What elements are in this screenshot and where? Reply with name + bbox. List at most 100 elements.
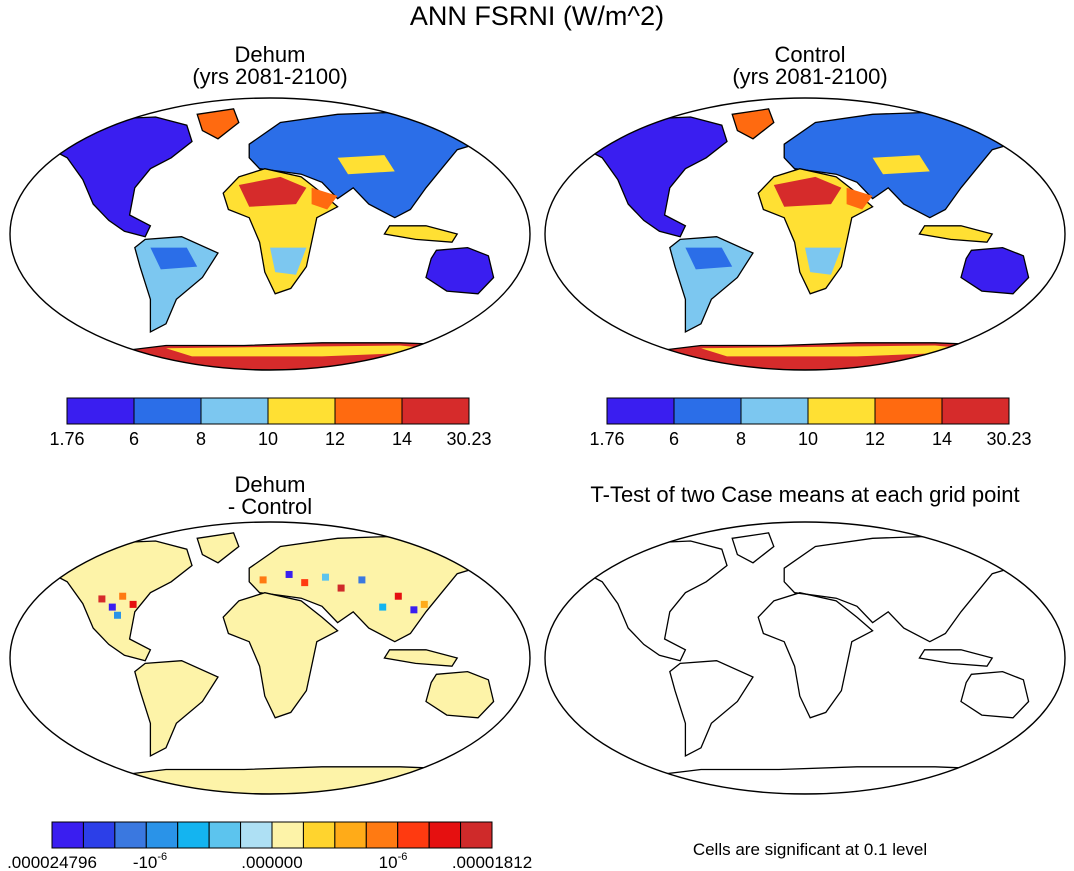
colorbar-dehum-tick-label: 14 <box>392 429 412 449</box>
map-dehum-greenland <box>196 108 240 140</box>
colorbar-dehum-tick-label: 6 <box>129 429 139 449</box>
colorbar-difference-swatch <box>82 821 116 849</box>
colorbar-difference-tick-label: 10-6 <box>379 851 408 871</box>
colorbar-difference-swatch <box>460 821 493 849</box>
map-difference-diff-cell <box>129 600 137 608</box>
map-control-patch-arabia <box>846 187 873 210</box>
significance-note: Cells are significant at 0.1 level <box>692 840 928 859</box>
panel-title-dehum: Dehum (yrs 2081-2100) <box>20 44 520 88</box>
map-difference-diff-cell <box>358 576 366 584</box>
map-ttest-maritime-continent <box>918 649 994 667</box>
colorbar-dehum-tick-label: 10 <box>258 429 278 449</box>
colorbar-control-tick-label: 1.76 <box>589 429 624 449</box>
colorbar-difference-tick-label: .000000 <box>241 853 302 871</box>
colorbar-difference-swatch <box>365 821 399 849</box>
colorbar-control-tick-label: 30.23 <box>986 429 1031 449</box>
colorbar-dehum-swatch <box>267 397 336 425</box>
map-difference-diff-cell <box>119 592 127 600</box>
colorbar-control-tick-label: 6 <box>669 429 679 449</box>
colorbar-dehum-swatch <box>200 397 269 425</box>
colorbar-difference-tick-exponent: -6 <box>398 851 408 863</box>
colorbar-difference-swatch <box>302 821 336 849</box>
map-dehum-south-america <box>134 236 219 333</box>
colorbar-dehum-swatch <box>66 397 135 425</box>
panel-title-difference-line1: Dehum <box>234 472 306 497</box>
colorbar-difference-swatch <box>271 821 304 849</box>
map-dehum-patch-arabia <box>311 187 338 210</box>
colorbar-dehum-tick-label: 1.76 <box>49 429 84 449</box>
map-difference-diff-cell <box>410 606 418 614</box>
map-ttest-south-america <box>669 660 754 757</box>
panel-title-dehum-line1: Dehum <box>234 42 306 67</box>
map-difference-map-border <box>9 521 531 795</box>
map-difference-diff-cell <box>114 611 121 619</box>
map-difference-australia <box>425 670 495 719</box>
colorbar-difference-tick-label: .00001812 <box>452 853 532 871</box>
map-difference-diff-cell <box>420 600 428 608</box>
map-difference-north-america <box>40 540 193 662</box>
colorbar-control-swatch <box>941 397 1010 425</box>
colorbar-difference-swatch <box>334 821 367 849</box>
map-ttest-ocean <box>545 522 1065 794</box>
map-ttest-australia <box>960 670 1030 719</box>
map-dehum-patch-amazon <box>150 247 198 270</box>
colorbar-control-swatch <box>807 397 876 425</box>
map-control-map-border <box>544 97 1066 371</box>
colorbar-dehum-tick-label: 12 <box>325 429 345 449</box>
map-difference-africa <box>222 592 339 719</box>
colorbar-control-swatch <box>874 397 943 425</box>
colorbar-dehum-tick-label: 30.23 <box>446 429 491 449</box>
colorbar-difference-swatch <box>51 821 84 849</box>
map-difference-maritime-continent <box>383 649 459 667</box>
map-difference-diff-cell <box>379 603 387 611</box>
colorbar-difference-swatch <box>177 821 210 849</box>
map-dehum-patch-south-africa <box>270 247 307 275</box>
map-difference-diff-cell <box>98 595 106 603</box>
map-control-australia <box>960 246 1030 295</box>
map-difference-diff-cell <box>337 584 345 592</box>
figure-title: ANN FSRNI (W/m^2) <box>409 1 665 31</box>
colorbar-difference-swatch <box>428 821 462 849</box>
panel-title-control: Control (yrs 2081-2100) <box>560 44 1060 88</box>
map-control-north-america <box>575 116 728 238</box>
map-ttest-greenland <box>731 532 775 564</box>
map-dehum-map-border <box>9 97 531 371</box>
map-control-maritime-continent <box>918 225 994 243</box>
colorbar-control-tick-label: 14 <box>932 429 952 449</box>
colorbar-difference-swatch <box>397 821 430 849</box>
colorbar-control-tick-label: 12 <box>865 429 885 449</box>
map-ttest-map-border <box>544 521 1066 795</box>
map-difference-diff-cell <box>285 570 293 578</box>
map-control-south-america <box>669 236 754 333</box>
map-dehum-australia <box>425 246 495 295</box>
map-difference-diff-cell <box>259 576 267 584</box>
colorbar-control-swatch <box>740 397 809 425</box>
colorbar-control-swatch <box>673 397 742 425</box>
colorbar-dehum-swatch <box>133 397 202 425</box>
map-control-patch-antarctic-coast <box>701 345 993 357</box>
map-dehum-maritime-continent <box>383 225 459 243</box>
map-ttest-africa <box>757 592 874 719</box>
colorbar-difference-swatch <box>208 821 242 849</box>
map-control-greenland <box>731 108 775 140</box>
colorbar-dehum-tick-label: 8 <box>196 429 206 449</box>
colorbar-control-tick-label: 10 <box>798 429 818 449</box>
map-dehum-patch-antarctic-coast <box>166 345 458 357</box>
colorbar-difference-tick-label: .000024796 <box>7 853 97 871</box>
panel-title-ttest-line1: T-Test of two Case means at each grid po… <box>590 482 1020 507</box>
colorbar-difference-swatch <box>145 821 179 849</box>
colorbar-control-swatch <box>606 397 675 425</box>
colorbar-difference-swatch <box>240 821 273 849</box>
panel-title-difference-line2: - Control <box>227 494 313 519</box>
map-control-patch-tibet <box>872 155 930 175</box>
panel-title-dehum-line2: (yrs 2081-2100) <box>192 64 348 89</box>
colorbar-dehum-swatch <box>401 397 470 425</box>
map-difference-greenland <box>196 532 240 564</box>
map-difference-south-america <box>134 660 219 757</box>
map-difference-diff-cell <box>322 573 329 581</box>
map-dehum-patch-sahara <box>238 176 307 207</box>
map-control-patch-sahara <box>773 176 842 207</box>
map-control-patch-amazon <box>685 247 733 270</box>
